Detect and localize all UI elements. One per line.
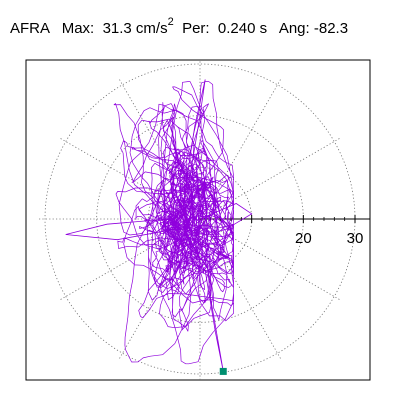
trace-excursion-2 [65, 218, 175, 241]
max-value: 31.3 cm/s [102, 20, 168, 37]
period-label: Per: [182, 20, 210, 37]
peak-marker-layer [219, 367, 227, 375]
particle-motion-trace [65, 79, 253, 372]
max-label: Max: [61, 20, 95, 37]
station-name: AFRA [10, 20, 50, 37]
chart-header: AFRA Max: 31.3 cm/s2 Per: 0.240 s Ang: -… [10, 16, 349, 37]
trace-excursion-3 [199, 203, 253, 230]
radial-tick-label-20: 20 [295, 230, 312, 247]
radial-tick-label-30: 30 [347, 230, 364, 247]
angle-value: -82.3 [313, 20, 349, 37]
trace-excursion-0 [184, 79, 206, 194]
max-unit-exponent: 2 [167, 16, 174, 28]
trace-path [113, 81, 234, 365]
plot-frame [25, 59, 371, 381]
radial-tick-labels: 20 30 [295, 230, 363, 247]
angle-label: Ang: [278, 20, 310, 37]
peak-marker [219, 367, 227, 375]
period-value: 0.240 s [217, 20, 268, 37]
